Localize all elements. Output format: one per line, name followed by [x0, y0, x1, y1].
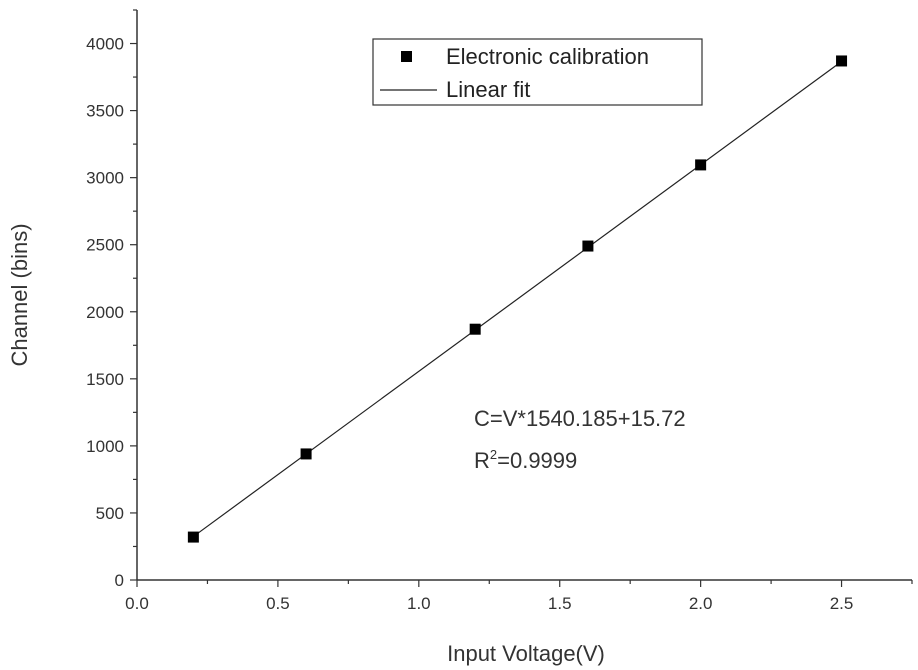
data-point: [300, 448, 312, 460]
x-tick-label: 2.5: [830, 594, 854, 613]
fit-annotation: C=V*1540.185+15.72 R2=0.9999: [474, 406, 686, 473]
x-tick-label: 2.0: [689, 594, 713, 613]
x-tick-label: 0.0: [125, 594, 149, 613]
r-squared-exponent: 2: [490, 447, 497, 462]
r-squared: R2=0.9999: [474, 447, 577, 473]
y-tick-label: 1000: [86, 437, 124, 456]
x-axis-title: Input Voltage(V): [447, 641, 605, 666]
r-squared-value: =0.9999: [497, 448, 577, 473]
x-tick-label: 0.5: [266, 594, 290, 613]
y-axis-title: Channel (bins): [7, 223, 32, 366]
y-ticks: 0 500 1000 1500 2000 2500 3000 3500 4000: [86, 9, 137, 590]
x-tick-label: 1.0: [407, 594, 431, 613]
y-tick-label: 4000: [86, 35, 124, 54]
data-point: [187, 531, 199, 543]
data-point: [469, 323, 481, 335]
legend-label-scatter: Electronic calibration: [446, 44, 649, 69]
data-points: [187, 55, 848, 543]
y-tick-label: 500: [96, 504, 124, 523]
y-tick-label: 2500: [86, 236, 124, 255]
data-point: [695, 159, 707, 171]
legend-label-fit: Linear fit: [446, 77, 530, 102]
y-tick-label: 0: [115, 571, 124, 590]
y-tick-label: 2000: [86, 303, 124, 322]
legend-box: [372, 38, 703, 106]
fit-equation: C=V*1540.185+15.72: [474, 406, 686, 431]
legend-marker-icon: [401, 51, 412, 62]
data-point: [582, 240, 594, 252]
y-tick-label: 3500: [86, 102, 124, 121]
legend: Electronic calibration Linear fit: [372, 38, 703, 106]
x-ticks: 0.0 0.5 1.0 1.5 2.0 2.5: [125, 580, 913, 613]
data-point: [836, 55, 848, 67]
axes: [136, 10, 912, 581]
y-tick-label: 1500: [86, 370, 124, 389]
x-tick-label: 1.5: [548, 594, 572, 613]
y-tick-label: 3000: [86, 169, 124, 188]
r-squared-prefix: R: [474, 448, 490, 473]
